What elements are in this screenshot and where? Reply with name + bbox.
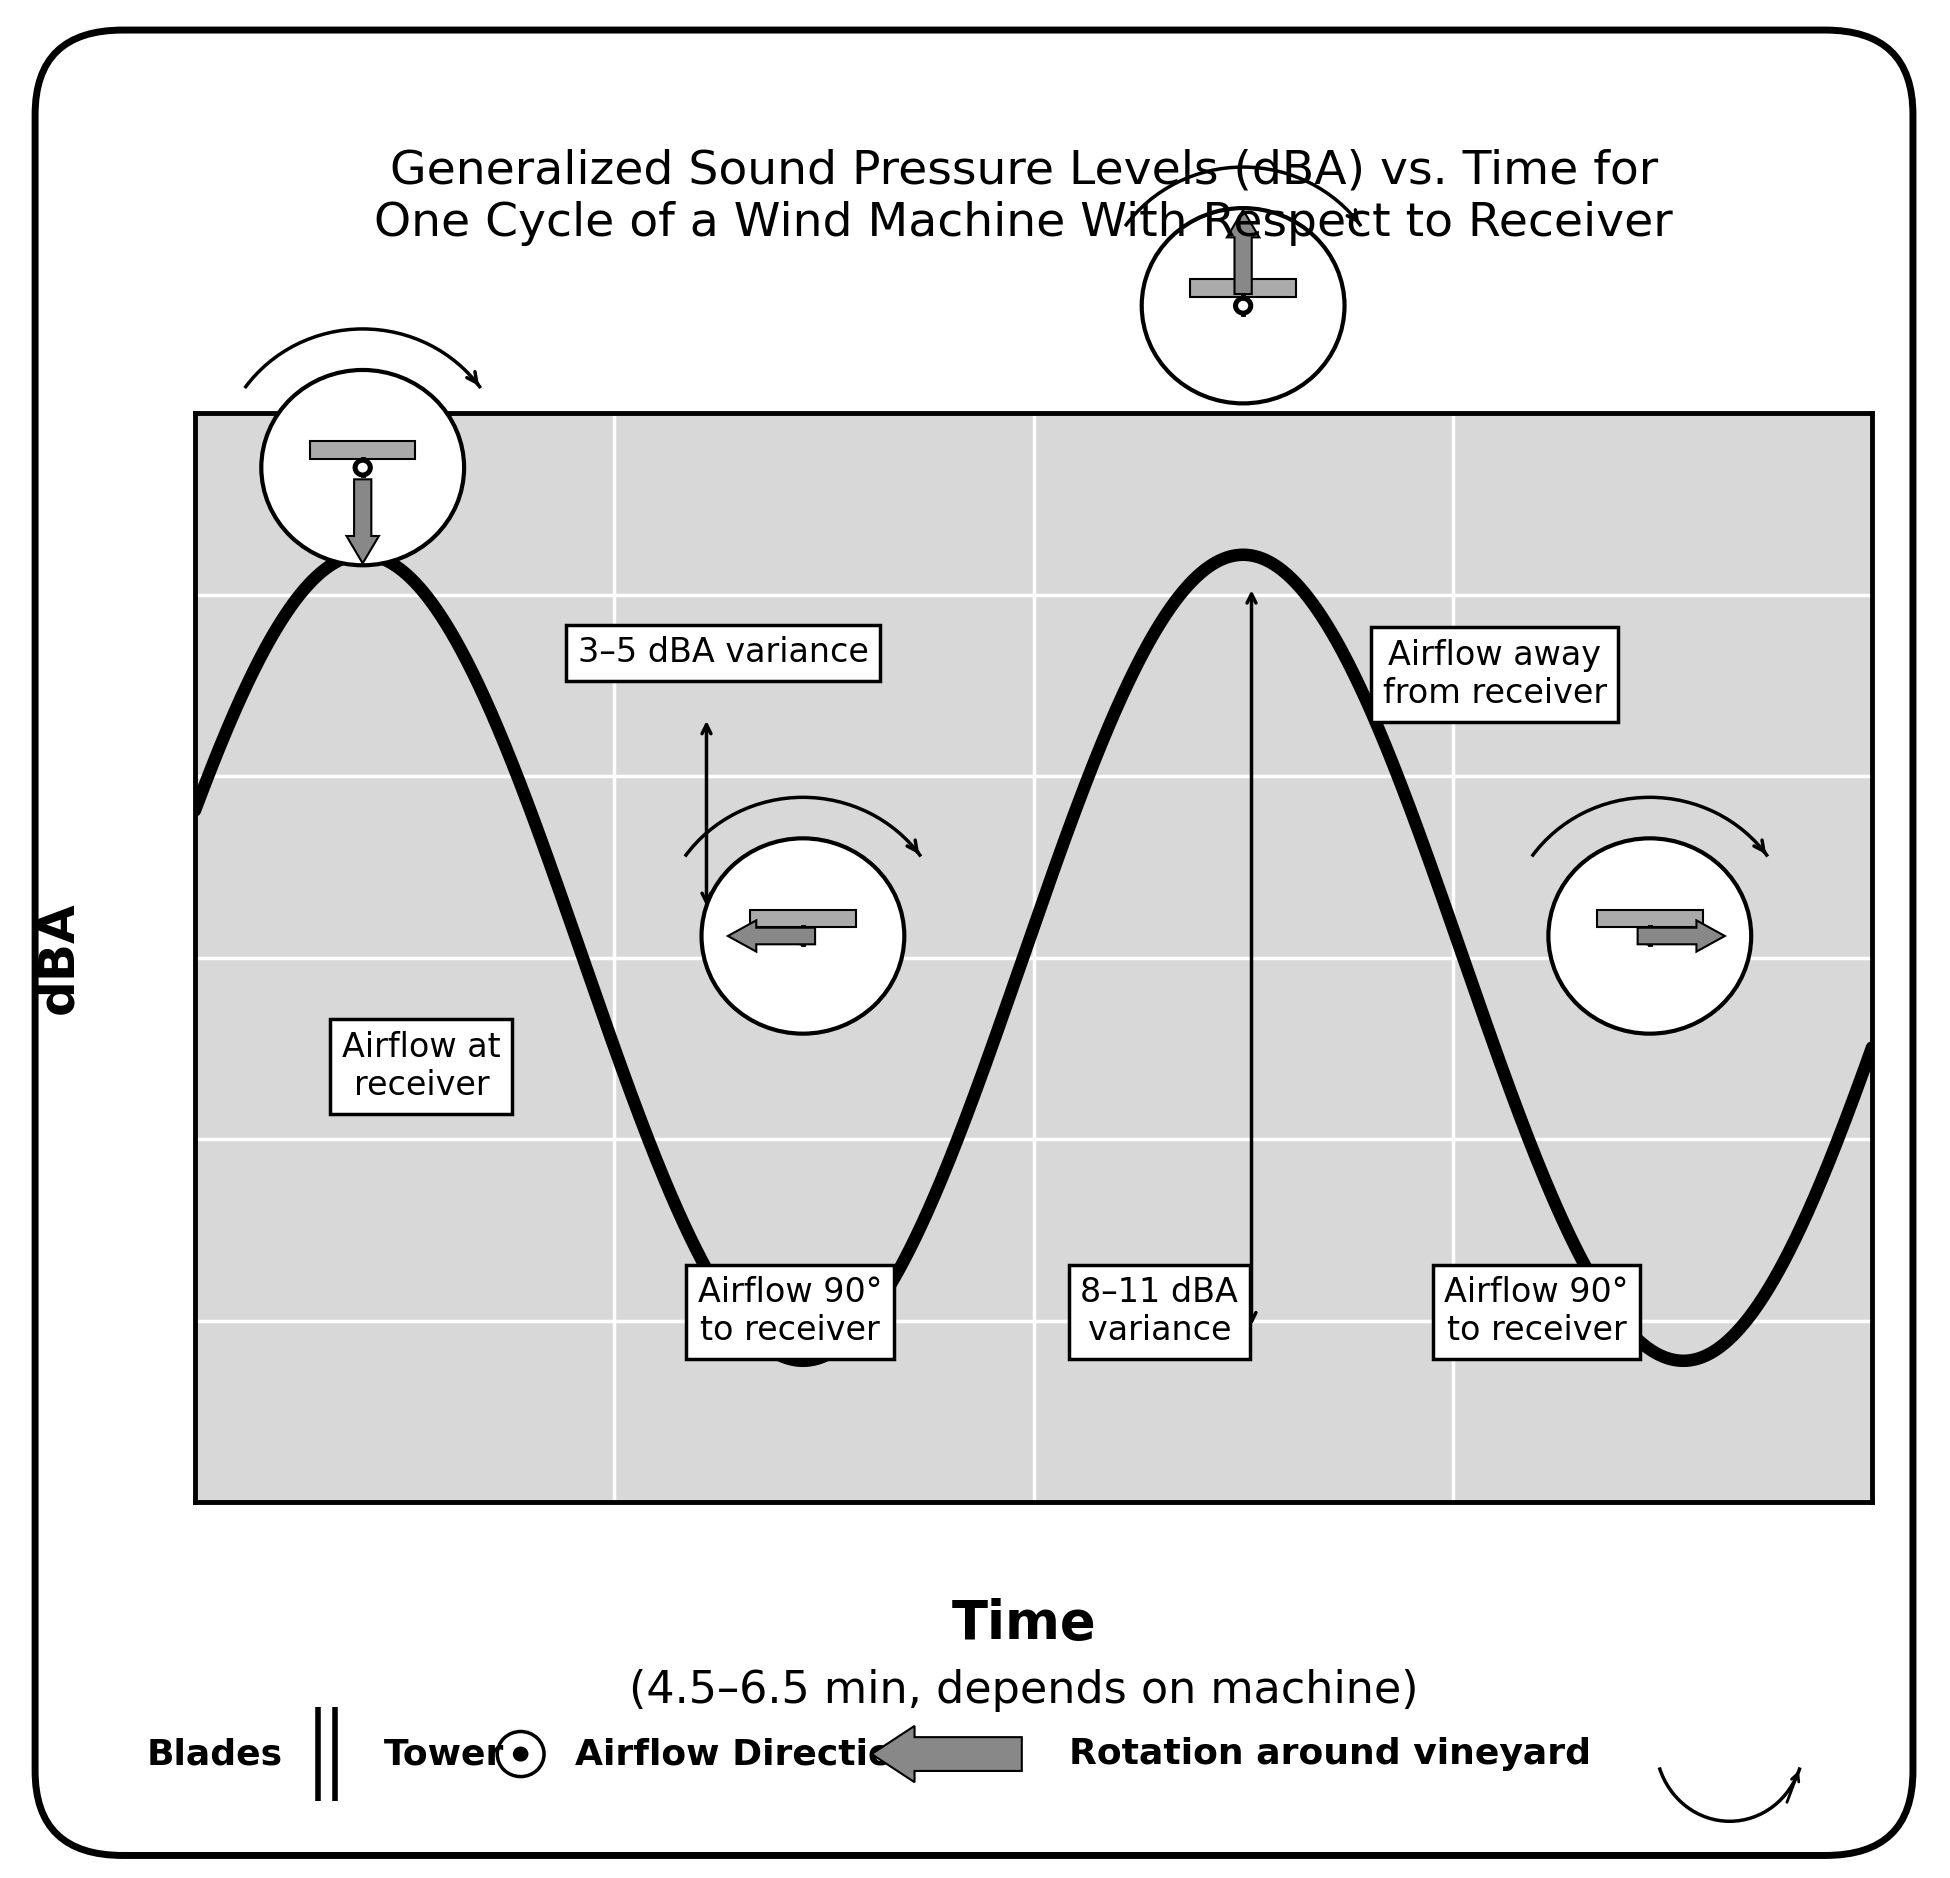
Circle shape xyxy=(1141,208,1346,404)
FancyArrow shape xyxy=(347,479,378,563)
Text: Airflow away
from receiver: Airflow away from receiver xyxy=(1383,639,1607,710)
Text: Generalized Sound Pressure Levels (dBA) vs. Time for
One Cycle of a Wind Machine: Generalized Sound Pressure Levels (dBA) … xyxy=(374,148,1673,246)
FancyArrow shape xyxy=(872,1726,1022,1782)
Circle shape xyxy=(513,1747,528,1762)
FancyBboxPatch shape xyxy=(1190,280,1297,297)
Text: 8–11 dBA
variance: 8–11 dBA variance xyxy=(1080,1277,1238,1347)
Circle shape xyxy=(798,931,807,941)
Text: Airflow at
receiver: Airflow at receiver xyxy=(341,1031,501,1102)
FancyBboxPatch shape xyxy=(310,441,415,458)
Text: Airflow 90°
to receiver: Airflow 90° to receiver xyxy=(1445,1277,1628,1347)
FancyArrow shape xyxy=(727,920,815,952)
Text: (4.5–6.5 min, depends on machine): (4.5–6.5 min, depends on machine) xyxy=(630,1670,1418,1711)
FancyBboxPatch shape xyxy=(751,909,856,928)
Circle shape xyxy=(1232,297,1254,316)
Text: Airflow Direction: Airflow Direction xyxy=(575,1737,918,1771)
Circle shape xyxy=(794,926,813,947)
FancyArrow shape xyxy=(1227,210,1260,295)
FancyBboxPatch shape xyxy=(1597,909,1702,928)
Circle shape xyxy=(1238,300,1248,310)
Circle shape xyxy=(1640,926,1659,947)
Circle shape xyxy=(357,462,369,473)
Text: dBA: dBA xyxy=(35,901,82,1014)
Circle shape xyxy=(1548,838,1751,1033)
Text: Time: Time xyxy=(952,1598,1096,1651)
Circle shape xyxy=(353,458,372,477)
Text: Blades: Blades xyxy=(146,1737,283,1771)
FancyArrow shape xyxy=(1638,920,1726,952)
Circle shape xyxy=(261,370,464,565)
Text: Tower: Tower xyxy=(384,1737,505,1771)
Circle shape xyxy=(1644,931,1656,941)
Circle shape xyxy=(702,838,905,1033)
Text: 3–5 dBA variance: 3–5 dBA variance xyxy=(577,637,868,669)
Text: Rotation around vineyard: Rotation around vineyard xyxy=(1069,1737,1591,1771)
Text: Airflow 90°
to receiver: Airflow 90° to receiver xyxy=(698,1277,883,1347)
